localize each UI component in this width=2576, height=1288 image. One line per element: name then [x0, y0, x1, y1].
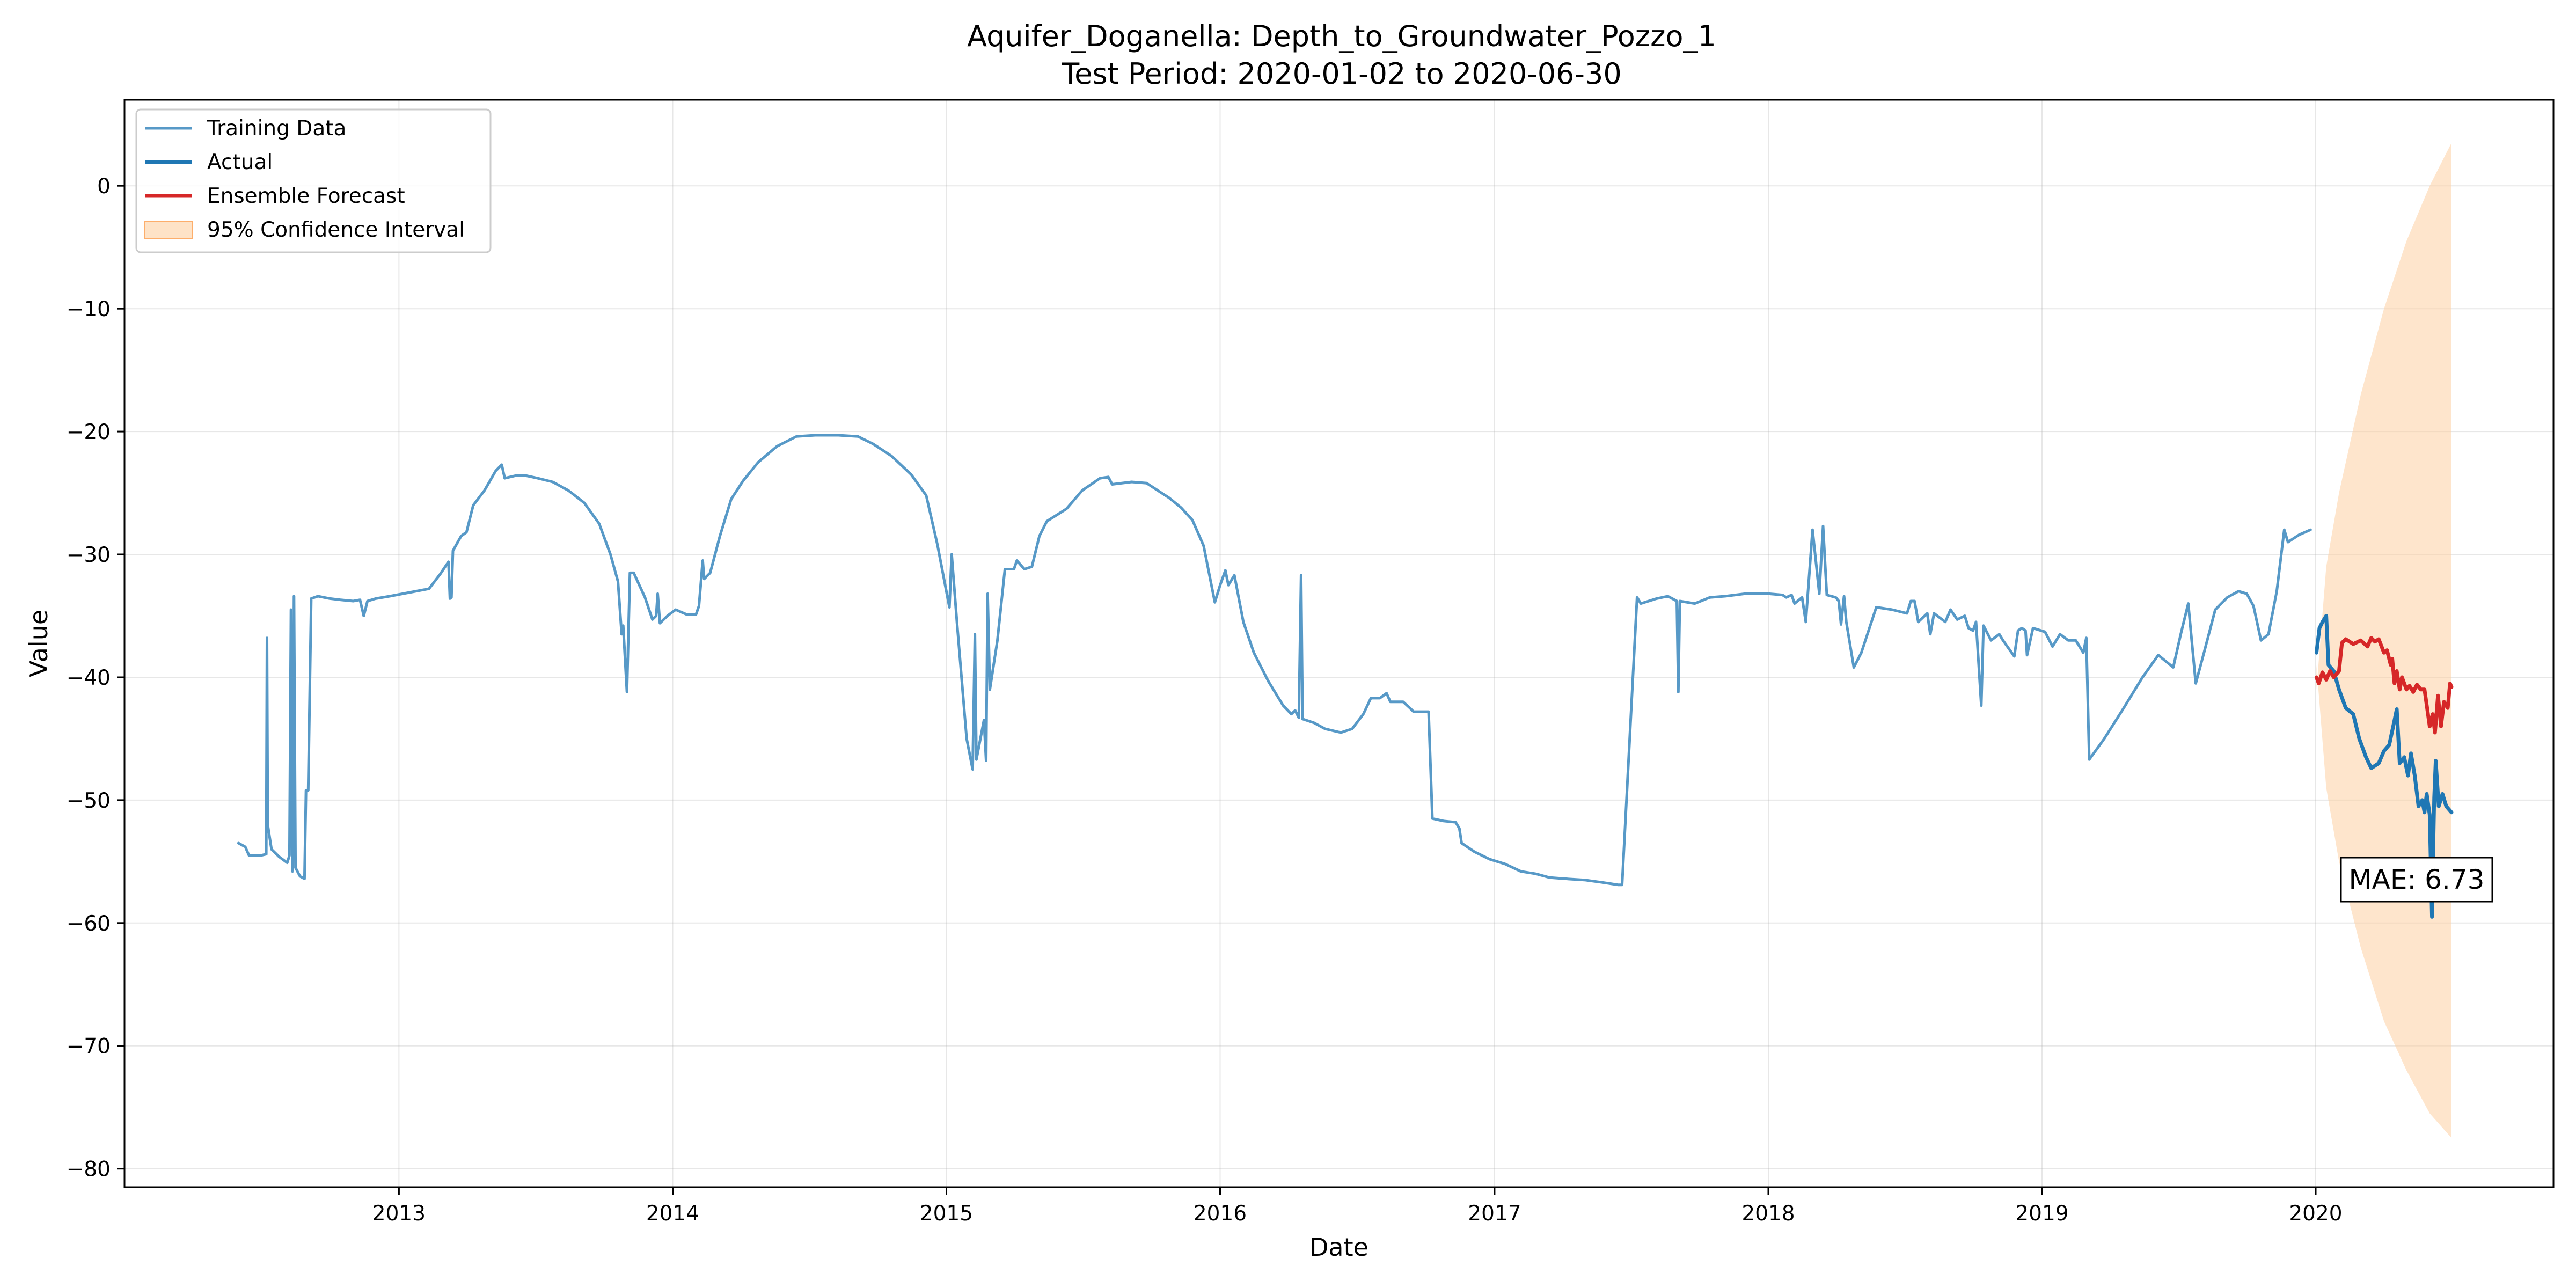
legend-label-forecast: Ensemble Forecast — [207, 184, 405, 208]
y-tick-label: −70 — [67, 1035, 111, 1059]
x-tick-label: 2013 — [372, 1202, 426, 1226]
mae-annotation: MAE: 6.73 — [2340, 857, 2493, 903]
legend-label-confidence: 95% Confidence Interval — [207, 218, 465, 242]
x-tick-label: 2020 — [2289, 1202, 2342, 1226]
y-axis-label: Value — [24, 610, 53, 677]
y-tick-label: −40 — [67, 666, 111, 690]
y-tick-label: −20 — [67, 420, 111, 444]
chart-subtitle: Test Period: 2020-01-02 to 2020-06-30 — [1061, 57, 1621, 91]
y-tick-label: 0 — [97, 174, 111, 199]
x-axis-label: Date — [1309, 1233, 1368, 1262]
x-tick-label: 2019 — [2015, 1202, 2068, 1226]
chart-title: Aquifer_Doganella: Depth_to_Groundwater_… — [967, 19, 1716, 53]
y-tick-label: −10 — [67, 297, 111, 321]
legend: Training Data Actual Ensemble Forecast 9… — [135, 108, 492, 253]
y-axis: 0 −10 −20 −30 −40 −50 −60 −70 −80 — [67, 174, 125, 1182]
y-tick-label: −80 — [67, 1158, 111, 1182]
legend-label-actual: Actual — [207, 150, 273, 174]
legend-box — [135, 108, 492, 253]
x-tick-label: 2018 — [1741, 1202, 1795, 1226]
mae-label: MAE: 6.73 — [2348, 864, 2484, 895]
grid — [125, 100, 2553, 1187]
x-tick-label: 2016 — [1194, 1202, 1247, 1226]
x-axis: 2013 2014 2015 2016 2017 2018 2019 2020 — [372, 1187, 2343, 1226]
mae-box — [2340, 857, 2493, 903]
plot-frame — [123, 99, 2555, 1188]
y-tick-label: −50 — [67, 789, 111, 813]
legend-label-training: Training Data — [207, 116, 346, 141]
x-tick-label: 2015 — [920, 1202, 973, 1226]
ensemble-forecast-line — [2314, 636, 2454, 735]
training-data-line — [237, 434, 2312, 887]
y-tick-label: −30 — [67, 543, 111, 567]
x-tick-label: 2014 — [646, 1202, 699, 1226]
legend-swatch-confidence — [144, 221, 193, 239]
y-tick-label: −60 — [67, 912, 111, 936]
x-tick-label: 2017 — [1468, 1202, 1521, 1226]
